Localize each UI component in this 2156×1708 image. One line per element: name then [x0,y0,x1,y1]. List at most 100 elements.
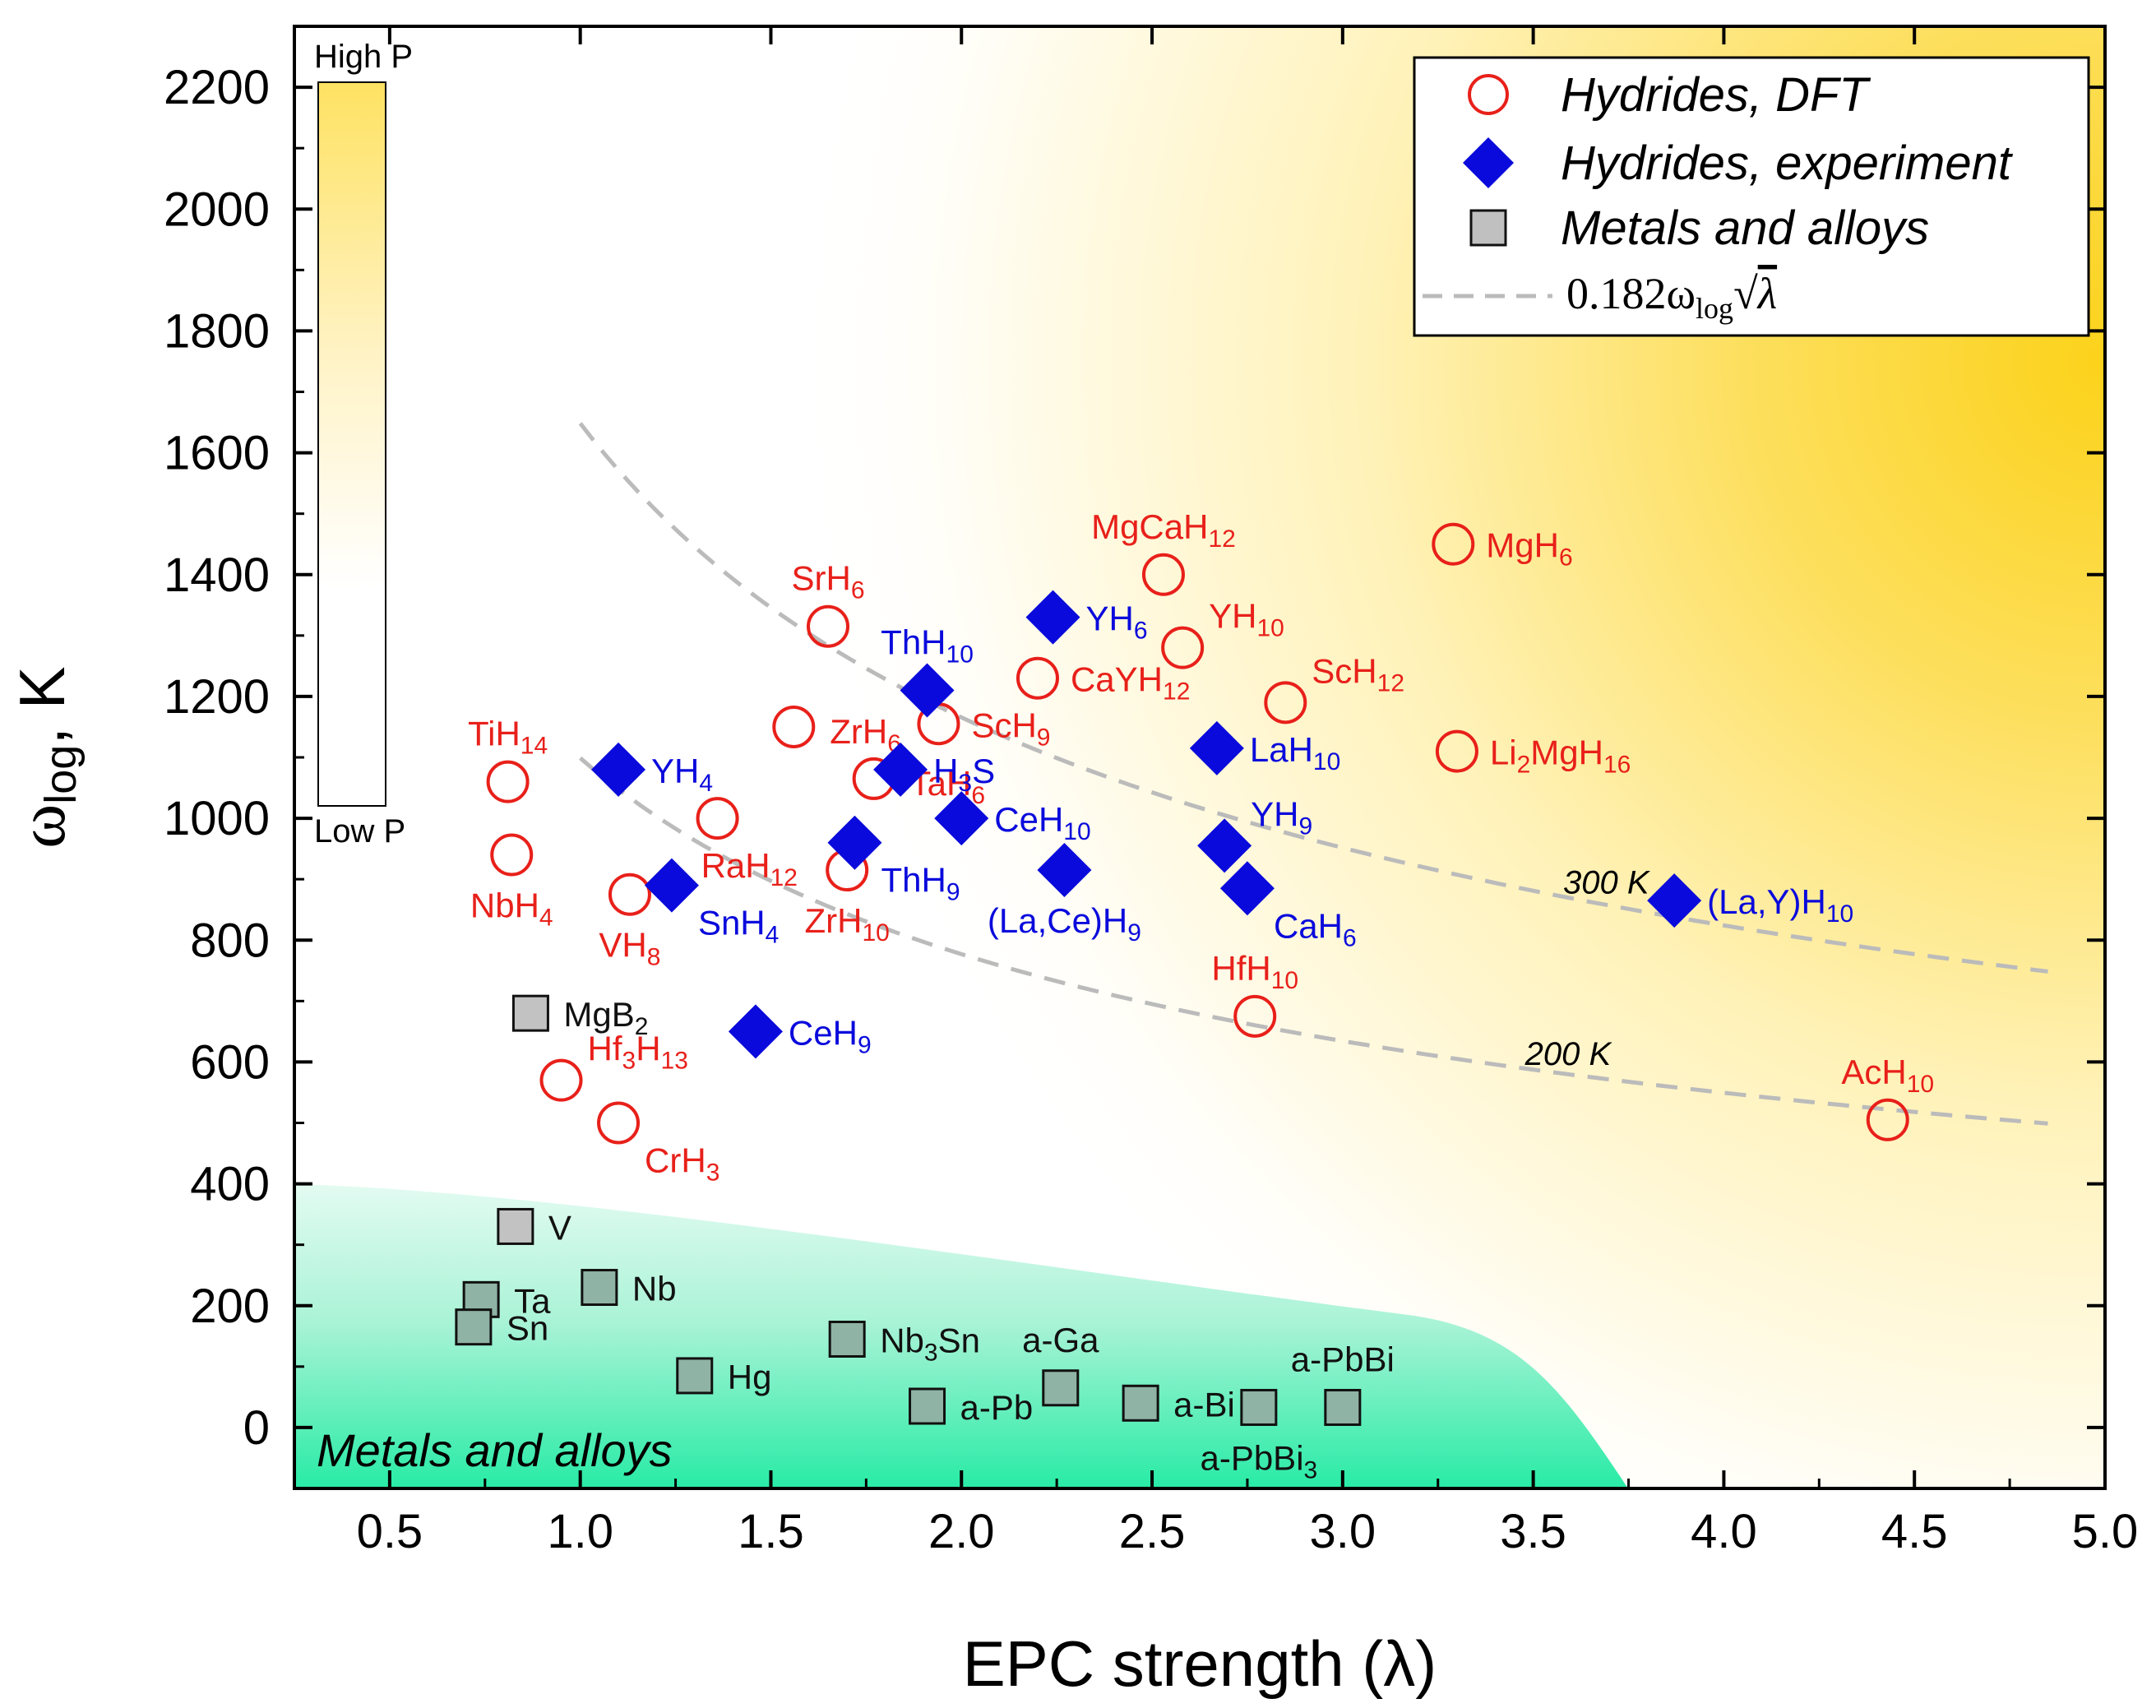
point-label: YH4 [651,752,713,797]
axes: 0.5 1.0 1.5 2.0 2.5 3.0 3.5 4.0 4.5 5.0 0 200 400 600… [164,25,2139,1558]
dft-point [807,604,850,648]
y-tick-label: 1200 [164,670,270,724]
metal-point [455,1308,493,1346]
point-label: YH6 [1086,599,1148,645]
x-tick-label: 4.5 [1881,1505,1948,1558]
y-tick-label: 800 [190,914,270,967]
point-label: Nb [632,1270,677,1308]
x-tick-label: 4.0 [1691,1505,1757,1558]
point-label: Li2MgH16 [1490,734,1631,779]
point-label: ThH10 [881,623,974,669]
y-tick-label: 2000 [164,183,270,236]
point-label: a-PbBi [1291,1340,1395,1378]
metal-point [1042,1369,1080,1407]
y-tick-label: 0 [243,1401,270,1455]
dft-point [1866,1098,1909,1141]
metal-point [511,994,549,1032]
metal-point [497,1207,534,1245]
metal-point [1324,1388,1362,1426]
legend-dft-marker [1468,74,1509,115]
point-label: RaH12 [701,846,798,891]
tc-curves: 300 K 200 K [578,422,2048,1126]
colorbar-low-label: Low P [314,813,405,849]
point-label: SrH6 [791,559,864,604]
legend-curve-label: 0.182ωlog√λ [1566,269,1777,325]
point-label: Hg [728,1358,772,1396]
experiment-point [1197,818,1252,873]
dft-point [1141,553,1185,596]
point-label: ScH9 [971,706,1050,751]
metal-point [828,1320,866,1358]
metal-point [676,1357,714,1395]
x-tick-label: 1.0 [547,1505,613,1558]
dft-point [486,760,530,803]
point-label: CaYH12 [1071,660,1190,706]
experiment-point [827,815,882,870]
y-tick-label: 1400 [164,549,270,602]
metals-region [294,1184,1628,1488]
colorbar-high-label: High P [314,39,413,75]
point-label: ScH12 [1312,651,1404,697]
legend-metals-marker [1469,209,1507,247]
dft-point [608,873,651,916]
x-tick-label: 2.0 [928,1505,995,1558]
legend-box [1413,56,2090,337]
point-label: V [548,1208,571,1247]
point-label: NbH4 [470,886,553,932]
dft-point [1016,656,1059,700]
point-label: H3S [933,752,995,797]
colorbar: High P Low P [314,39,413,849]
point-label: TiH14 [468,715,548,760]
dft-point [696,797,739,840]
point-label: ZrH6 [830,712,901,757]
point-label: LaH10 [1250,730,1340,775]
legend: Hydrides, DFT Hydrides, experiment Metal… [1413,56,2090,337]
y-tick-label: 1800 [164,304,270,358]
dft-point [1432,522,1475,566]
point-label: AcH10 [1841,1053,1934,1098]
metal-point [581,1269,618,1307]
svg-text:ωlog, K: ωlog, K [4,666,86,848]
point-label: Sn [507,1309,548,1348]
point-label: Ta [514,1281,551,1320]
data-points: TiH14NbH4VH8RaH12ZrH6SrH6ZrH10TaH6ScH9Ca… [455,507,1934,1484]
experiment-point [934,791,989,846]
experiment-point [873,742,928,797]
y-tick-label: 600 [190,1035,270,1089]
metal-point [1122,1384,1159,1422]
dft-point [597,1101,641,1145]
point-label: a-Bi [1173,1385,1235,1423]
point-label: Hf3H13 [588,1030,688,1075]
experiment-point [1219,861,1275,916]
legend-metals-label: Metals and alloys [1561,201,1929,255]
y-tick-label: 400 [190,1158,270,1211]
y-tick-label: 2200 [164,61,270,114]
dft-point [772,705,816,748]
point-label: a-PbBi3 [1200,1438,1317,1484]
point-label: ZrH10 [805,901,890,947]
legend-dft-label: Hydrides, DFT [1561,68,1871,122]
region-label: Metals and alloys [317,1424,673,1476]
experiment-point [728,1004,783,1059]
y-axis-title: ωlog, K [4,666,86,848]
legend-experiment-marker [1463,137,1514,188]
dft-point [539,1058,583,1102]
point-label: VH8 [599,926,660,971]
experiment-point [900,663,955,718]
y-tick-label: 1600 [164,427,270,480]
dft-point [1161,626,1205,669]
colorbar-bar [317,81,386,807]
metal-point [1240,1388,1278,1426]
y-tick-label: 200 [190,1280,270,1333]
x-tick-label: 5.0 [2072,1505,2139,1558]
point-label: (La,Ce)H9 [988,901,1141,947]
experiment-point [591,742,646,797]
tc-curve-label: 300 K [1563,864,1651,900]
experiment-point [644,858,699,913]
dft-point [1233,994,1277,1038]
point-label: a-Ga [1022,1321,1099,1359]
tc-curve-label: 200 K [1524,1036,1613,1072]
point-label: MgH6 [1486,526,1572,572]
point-label: CaH6 [1274,906,1357,951]
